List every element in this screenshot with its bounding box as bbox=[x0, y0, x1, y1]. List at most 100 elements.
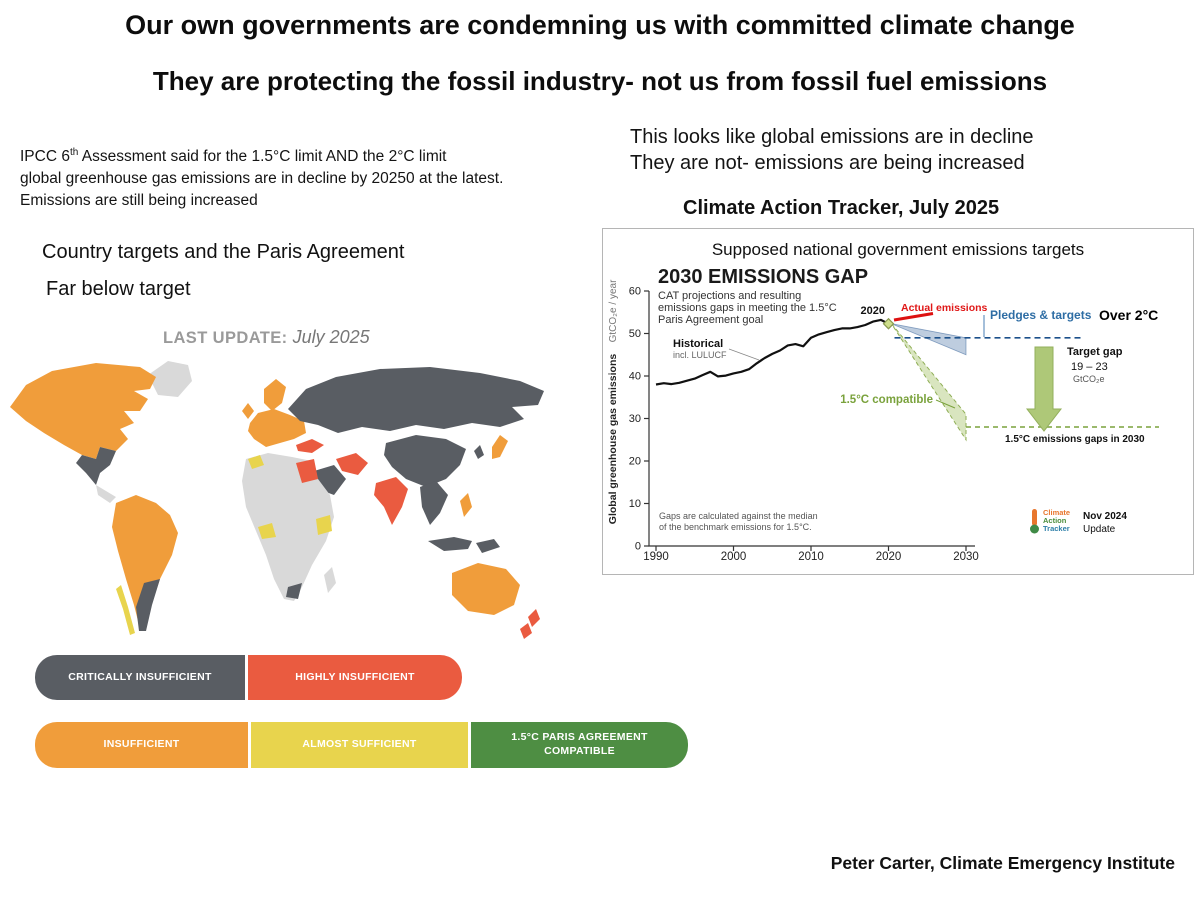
chart-desc-line1: CAT projections and resulting bbox=[658, 290, 801, 302]
map-region-russia bbox=[288, 367, 544, 433]
map-region-egypt bbox=[296, 459, 318, 483]
ipcc-line2: global greenhouse gas emissions are in d… bbox=[20, 170, 504, 188]
world-map bbox=[10, 361, 544, 639]
svg-text:2010: 2010 bbox=[798, 551, 824, 563]
svg-text:2030: 2030 bbox=[953, 551, 979, 563]
map-region-australia bbox=[452, 563, 520, 615]
map-region-mexico bbox=[76, 447, 116, 485]
chart-desc-line2: emissions gaps in meeting the 1.5°C bbox=[658, 302, 837, 314]
slide-title-line1: Our own governments are condemning us wi… bbox=[125, 10, 1075, 40]
map-region-japan bbox=[492, 435, 508, 459]
update-date: Nov 2024 bbox=[1083, 511, 1127, 522]
map-region-korea bbox=[474, 445, 484, 459]
legend-highly-insufficient: HIGHLY INSUFFICIENT bbox=[248, 655, 462, 700]
map-region-north-america bbox=[10, 363, 156, 459]
svg-text:2000: 2000 bbox=[721, 551, 747, 563]
logo-word-action: Action bbox=[1043, 516, 1067, 525]
target-gap-range: 19 – 23 bbox=[1071, 361, 1108, 373]
update-word: Update bbox=[1083, 524, 1116, 535]
right-intro-line1: This looks like global emissions are in … bbox=[630, 126, 1034, 148]
map-region-indonesia-east bbox=[476, 539, 500, 553]
svg-text:60: 60 bbox=[629, 286, 641, 298]
map-region-greenland bbox=[148, 361, 192, 397]
historical-label: Historical bbox=[673, 338, 723, 350]
label-2020: 2020 bbox=[861, 305, 885, 317]
map-region-scandinavia bbox=[264, 379, 286, 411]
cat-source-heading: Climate Action Tracker, July 2025 bbox=[683, 197, 1000, 219]
slide-title-line2: They are protecting the fossil industry-… bbox=[152, 66, 1048, 96]
map-region-new-zealand-south bbox=[520, 623, 532, 639]
legend-label: HIGHLY INSUFFICIENT bbox=[295, 670, 415, 683]
svg-text:2020: 2020 bbox=[876, 551, 902, 563]
historical-sublabel: incl. LULUCF bbox=[673, 350, 727, 360]
right-intro-text: This looks like global emissions are in … bbox=[630, 124, 1034, 177]
legend-label: CRITICALLY INSUFFICIENT bbox=[68, 670, 212, 683]
y-axis-label: Global greenhouse gas emissions bbox=[607, 354, 619, 525]
chart-title: 2030 EMISSIONS GAP bbox=[658, 266, 868, 288]
pledges-targets-fan bbox=[891, 323, 967, 356]
svg-text:40: 40 bbox=[629, 371, 641, 383]
map-region-iran bbox=[336, 453, 368, 475]
thermometer-icon bbox=[1032, 509, 1037, 526]
last-update-label: LAST UPDATE: bbox=[163, 329, 288, 347]
map-region-africa bbox=[242, 453, 334, 601]
chart-desc-line3: Paris Agreement goal bbox=[658, 314, 763, 326]
svg-text:30: 30 bbox=[629, 413, 641, 425]
historical-pointer-line bbox=[728, 348, 760, 361]
map-region-argentina bbox=[136, 579, 160, 631]
legend-label: INSUFFICIENT bbox=[103, 738, 180, 751]
map-region-philippines bbox=[460, 493, 472, 517]
y-axis-unit: GtCO₂e / year bbox=[608, 279, 619, 342]
logo-word-tracker: Tracker bbox=[1043, 524, 1070, 533]
ipcc-superscript: th bbox=[69, 147, 79, 158]
target-gap-label: Target gap bbox=[1067, 346, 1123, 358]
map-region-south-africa bbox=[286, 583, 302, 599]
over-2c-label: Over 2°C bbox=[1099, 307, 1158, 323]
footnote-line1: Gaps are calculated against the median bbox=[659, 511, 818, 521]
right-intro-line2: They are not- emissions are being increa… bbox=[630, 152, 1025, 175]
compatible-pointer-line bbox=[935, 399, 956, 409]
svg-text:0: 0 bbox=[635, 541, 641, 553]
svg-text:50: 50 bbox=[629, 328, 641, 340]
actual-emissions-line bbox=[893, 312, 934, 322]
map-region-southeast-asia bbox=[420, 481, 448, 525]
marker-2020-diamond bbox=[882, 317, 895, 330]
pledges-label: Pledges & targets bbox=[990, 308, 1092, 322]
gaps-2030-label: 1.5°C emissions gaps in 2030 bbox=[1005, 434, 1145, 445]
map-last-update: LAST UPDATE: July 2025 bbox=[163, 327, 370, 348]
map-region-china bbox=[384, 435, 466, 487]
map-heading: Country targets and the Paris Agreement bbox=[42, 241, 405, 263]
last-update-value: July 2025 bbox=[292, 327, 370, 347]
map-region-india bbox=[374, 477, 408, 525]
map-region-turkey bbox=[296, 439, 324, 453]
ipcc-line3: Emissions are still being increased bbox=[20, 192, 258, 210]
svg-text:10: 10 bbox=[629, 498, 641, 510]
legend-almost-sufficient: ALMOST SUFFICIENT bbox=[251, 722, 468, 768]
cat-chart-frame: Supposed national government emissions t… bbox=[602, 228, 1194, 575]
legend-critically-insufficient: CRITICALLY INSUFFICIENT bbox=[35, 655, 245, 700]
map-region-uk bbox=[242, 403, 254, 419]
ipcc-paragraph: IPCC 6th Assessment said for the 1.5°C l… bbox=[20, 146, 503, 212]
compatible-fan bbox=[891, 323, 967, 442]
map-region-central-america bbox=[96, 485, 116, 503]
target-gap-arrow bbox=[1025, 346, 1063, 432]
historical-line bbox=[655, 318, 889, 386]
target-gap-unit: GtCO₂e bbox=[1073, 374, 1105, 384]
map-region-chile bbox=[116, 585, 135, 635]
chart-axes bbox=[648, 291, 975, 547]
map-region-east-africa bbox=[316, 515, 332, 535]
map-legend-row1: CRITICALLY INSUFFICIENT HIGHLY INSUFFICI… bbox=[35, 655, 462, 700]
legend-label: ALMOST SUFFICIENT bbox=[302, 738, 417, 751]
map-region-madagascar bbox=[324, 567, 336, 593]
ipcc-line1: IPCC 6th Assessment said for the 1.5°C l… bbox=[20, 147, 447, 166]
map-region-south-america bbox=[112, 495, 178, 629]
legend-insufficient: INSUFFICIENT bbox=[35, 722, 248, 768]
cat-logo: Climate Action Tracker bbox=[1030, 508, 1070, 534]
legend-label: 1.5°C PARIS AGREEMENT COMPATIBLE bbox=[511, 731, 648, 757]
map-region-morocco bbox=[248, 455, 264, 469]
map-subheading: Far below target bbox=[46, 278, 191, 300]
actual-emissions-label: Actual emissions bbox=[901, 302, 988, 314]
map-region-europe bbox=[248, 409, 306, 447]
svg-text:20: 20 bbox=[629, 456, 641, 468]
